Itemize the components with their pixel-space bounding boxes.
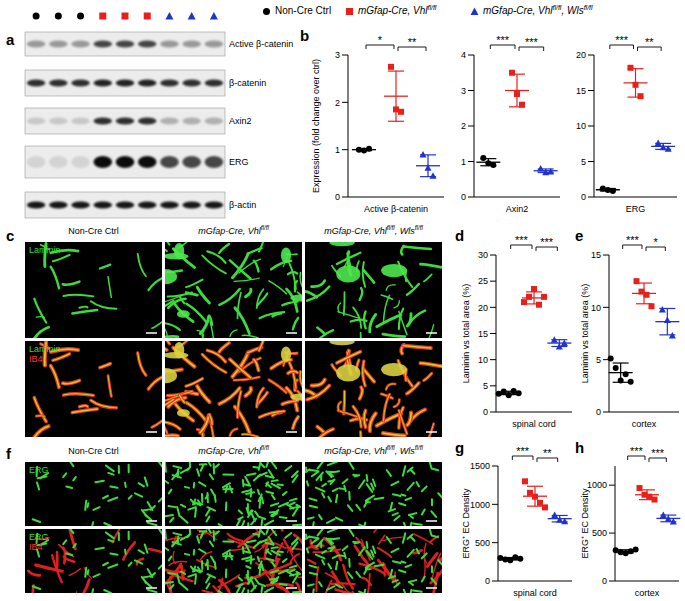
svg-text:0: 0 [483, 407, 488, 417]
svg-text:***: *** [515, 234, 529, 246]
svg-text:***: *** [540, 236, 554, 248]
svg-text:0: 0 [335, 192, 340, 202]
html-text:a: a [6, 31, 15, 48]
svg-text:10: 10 [591, 303, 601, 313]
svg-text:Laminin: Laminin [29, 245, 61, 255]
svg-text:***: *** [626, 234, 640, 246]
svg-text:2: 2 [335, 98, 340, 108]
svg-text:5: 5 [581, 157, 586, 167]
svg-text:500: 500 [592, 528, 607, 538]
svg-text:20: 20 [478, 303, 488, 313]
svg-text:β-catenin: β-catenin [229, 78, 266, 88]
svg-text:***: *** [496, 34, 510, 46]
svg-text:***: *** [630, 445, 644, 457]
svg-text:ERG⁺ EC Density: ERG⁺ EC Density [461, 488, 471, 559]
html-text:mGfap-Cre, Vhlfl/fl: mGfap-Cre, Vhlfl/fl [198, 444, 269, 456]
svg-text:15: 15 [576, 86, 586, 96]
svg-text:15: 15 [591, 250, 601, 260]
svg-text:ERG: ERG [626, 204, 646, 214]
svg-text:5: 5 [483, 381, 488, 391]
html-text:mGfap-Cre, Vhlfl/fl: mGfap-Cre, Vhlfl/fl [198, 224, 269, 236]
svg-text:1: 1 [461, 157, 466, 167]
html-text:Non-Cre Ctrl: Non-Cre Ctrl [68, 226, 119, 236]
html-text:h: h [575, 439, 585, 456]
svg-text:β-actin: β-actin [229, 200, 256, 210]
html-text:c: c [6, 227, 15, 244]
svg-text:***: *** [615, 34, 629, 46]
html-text:mGfap-Cre, Vhlfl/fl, Wlsfl/fl: mGfap-Cre, Vhlfl/fl, Wlsfl/fl [483, 3, 593, 16]
svg-text:20: 20 [576, 50, 586, 60]
svg-text:IB4: IB4 [29, 542, 43, 552]
svg-text:Axin2: Axin2 [506, 204, 529, 214]
svg-text:1000: 1000 [470, 500, 490, 510]
html-text:f: f [6, 445, 11, 462]
svg-text:**: ** [645, 36, 654, 48]
svg-text:**: ** [543, 447, 552, 459]
svg-text:0: 0 [485, 576, 490, 586]
svg-text:***: *** [525, 36, 539, 48]
svg-text:**: ** [408, 36, 417, 48]
svg-text:10: 10 [478, 355, 488, 365]
svg-text:*: * [654, 236, 659, 248]
html-text:d: d [455, 227, 465, 244]
html-text:Non-Cre Ctrl: Non-Cre Ctrl [275, 5, 332, 16]
svg-text:ERG: ERG [29, 465, 49, 475]
svg-text:cortex: cortex [635, 588, 660, 598]
svg-text:***: *** [516, 445, 530, 457]
svg-text:0: 0 [581, 192, 586, 202]
svg-text:spinal cord: spinal cord [513, 588, 557, 598]
svg-text:25: 25 [478, 276, 488, 286]
html-text:b: b [300, 27, 310, 44]
html-text:e: e [575, 227, 584, 244]
svg-text:Active β-catenin: Active β-catenin [229, 39, 293, 49]
svg-text:30: 30 [478, 250, 488, 260]
svg-text:0: 0 [602, 576, 607, 586]
svg-text:ERG: ERG [29, 532, 49, 542]
html-text:mGfap-Cre, Vhlfl/fl: mGfap-Cre, Vhlfl/fl [358, 3, 437, 16]
svg-text:Active β-catenin: Active β-catenin [364, 204, 428, 214]
svg-text:1: 1 [335, 145, 340, 155]
svg-text:IB4: IB4 [29, 354, 43, 364]
svg-text:1500: 1500 [470, 461, 490, 471]
svg-text:*: * [378, 34, 383, 46]
svg-text:2: 2 [461, 121, 466, 131]
svg-text:5: 5 [596, 355, 601, 365]
svg-text:0: 0 [461, 192, 466, 202]
svg-text:10: 10 [576, 121, 586, 131]
svg-text:Laminin vs total area (%): Laminin vs total area (%) [461, 284, 471, 384]
html-text:mGfap-Cre, Vhlfl/fl, Wlsfl/fl: mGfap-Cre, Vhlfl/fl, Wlsfl/fl [324, 444, 423, 456]
html-text:mGfap-Cre, Vhlfl/fl, Wlsfl/fl: mGfap-Cre, Vhlfl/fl, Wlsfl/fl [324, 224, 423, 236]
svg-text:1000: 1000 [587, 480, 607, 490]
svg-text:0: 0 [596, 407, 601, 417]
svg-text:ERG: ERG [229, 157, 249, 167]
svg-text:spinal cord: spinal cord [512, 419, 556, 429]
html-text:Non-Cre Ctrl: Non-Cre Ctrl [68, 446, 119, 456]
svg-text:4: 4 [461, 50, 466, 60]
svg-text:15: 15 [478, 329, 488, 339]
svg-text:Axin2: Axin2 [229, 116, 252, 126]
svg-text:cortex: cortex [632, 419, 657, 429]
svg-text:Laminin vs total area (%): Laminin vs total area (%) [580, 284, 590, 384]
svg-text:Expression (fold change over c: Expression (fold change over ctrl) [311, 59, 321, 193]
svg-text:3: 3 [335, 50, 340, 60]
html-text:g: g [455, 439, 465, 456]
svg-text:500: 500 [475, 538, 490, 548]
svg-text:ERG⁺ EC Density: ERG⁺ EC Density [580, 488, 590, 559]
svg-text:3: 3 [461, 86, 466, 96]
svg-text:***: *** [651, 447, 665, 459]
svg-text:Laminin: Laminin [29, 344, 61, 354]
